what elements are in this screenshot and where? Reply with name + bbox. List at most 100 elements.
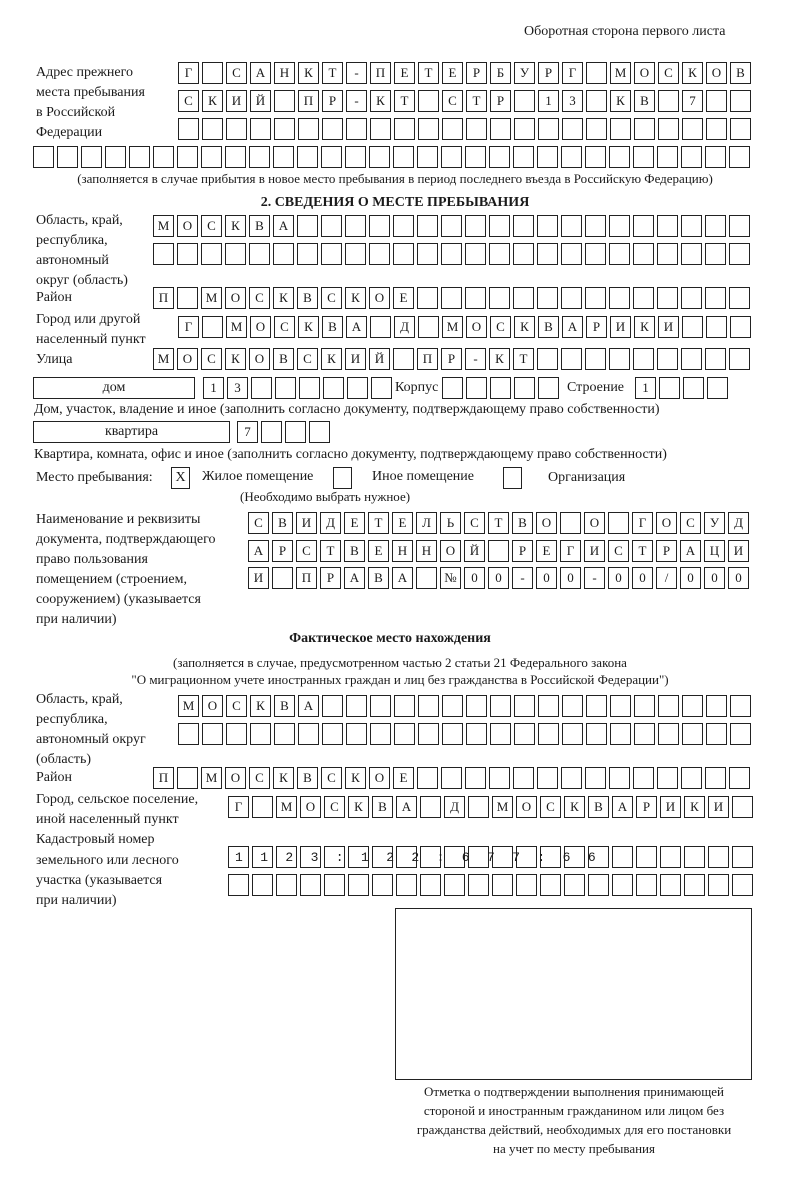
char-cell[interactable] [465, 767, 486, 789]
char-cell[interactable]: 0 [632, 567, 653, 589]
char-cell[interactable]: В [272, 512, 293, 534]
char-cell[interactable] [225, 146, 246, 168]
char-cell[interactable] [418, 90, 439, 112]
char-cell[interactable]: В [372, 796, 393, 818]
char-cell[interactable] [466, 695, 487, 717]
organization-checkbox[interactable] [503, 467, 522, 489]
char-cell[interactable]: К [634, 316, 655, 338]
char-cell[interactable] [729, 287, 750, 309]
char-cell[interactable] [610, 695, 631, 717]
char-cell[interactable] [442, 723, 463, 745]
char-cell[interactable]: 0 [680, 567, 701, 589]
char-cell[interactable] [488, 540, 509, 562]
char-cell[interactable]: 1 [635, 377, 656, 399]
char-cell[interactable] [609, 243, 630, 265]
char-cell[interactable] [658, 723, 679, 745]
char-cell[interactable] [489, 287, 510, 309]
house-type-field[interactable]: дом [33, 377, 195, 399]
char-cell[interactable] [657, 287, 678, 309]
char-cell[interactable] [201, 146, 222, 168]
char-cell[interactable]: Р [441, 348, 462, 370]
char-cell[interactable] [297, 146, 318, 168]
char-cell[interactable]: С [226, 695, 247, 717]
char-cell[interactable]: И [296, 512, 317, 534]
char-cell[interactable] [298, 118, 319, 140]
char-cell[interactable] [538, 377, 559, 399]
char-cell[interactable]: Т [466, 90, 487, 112]
char-cell[interactable] [682, 723, 703, 745]
char-cell[interactable] [659, 377, 680, 399]
char-cell[interactable]: Р [636, 796, 657, 818]
char-cell[interactable] [228, 846, 249, 868]
char-cell[interactable] [490, 723, 511, 745]
char-cell[interactable]: К [564, 796, 585, 818]
char-cell[interactable] [324, 846, 345, 868]
char-cell[interactable]: С [201, 348, 222, 370]
char-cell[interactable] [513, 243, 534, 265]
char-cell[interactable] [202, 118, 223, 140]
char-cell[interactable] [418, 695, 439, 717]
char-cell[interactable]: М [492, 796, 513, 818]
char-cell[interactable] [660, 846, 681, 868]
char-cell[interactable]: А [248, 540, 269, 562]
char-cell[interactable]: Е [536, 540, 557, 562]
char-cell[interactable] [272, 567, 293, 589]
char-cell[interactable] [466, 118, 487, 140]
char-cell[interactable]: С [608, 540, 629, 562]
char-cell[interactable] [732, 796, 753, 818]
char-cell[interactable] [202, 316, 223, 338]
char-cell[interactable] [633, 287, 654, 309]
char-cell[interactable] [441, 767, 462, 789]
char-cell[interactable] [513, 767, 534, 789]
char-cell[interactable]: Д [728, 512, 749, 534]
char-cell[interactable] [153, 146, 174, 168]
char-cell[interactable] [418, 723, 439, 745]
char-cell[interactable] [324, 874, 345, 896]
char-cell[interactable] [442, 377, 463, 399]
char-cell[interactable] [610, 118, 631, 140]
char-cell[interactable] [682, 118, 703, 140]
char-cell[interactable] [633, 243, 654, 265]
char-cell[interactable] [466, 723, 487, 745]
char-cell[interactable] [228, 874, 249, 896]
char-cell[interactable]: Т [632, 540, 653, 562]
char-cell[interactable] [297, 215, 318, 237]
char-cell[interactable] [608, 512, 629, 534]
char-cell[interactable] [683, 377, 704, 399]
char-cell[interactable] [275, 377, 296, 399]
char-cell[interactable]: К [610, 90, 631, 112]
char-cell[interactable]: 0 [728, 567, 749, 589]
char-cell[interactable] [585, 243, 606, 265]
char-cell[interactable] [420, 874, 441, 896]
apartment-type-field[interactable]: квартира [33, 421, 230, 443]
char-cell[interactable]: О [516, 796, 537, 818]
char-cell[interactable]: С [297, 348, 318, 370]
char-cell[interactable] [561, 287, 582, 309]
char-cell[interactable] [564, 846, 585, 868]
char-cell[interactable] [730, 723, 751, 745]
char-cell[interactable] [681, 243, 702, 265]
char-cell[interactable] [394, 118, 415, 140]
char-cell[interactable] [177, 243, 198, 265]
char-cell[interactable]: 3 [562, 90, 583, 112]
char-cell[interactable]: 0 [488, 567, 509, 589]
char-cell[interactable] [202, 723, 223, 745]
char-cell[interactable] [730, 118, 751, 140]
char-cell[interactable]: А [680, 540, 701, 562]
char-cell[interactable]: Й [464, 540, 485, 562]
char-cell[interactable] [560, 512, 581, 534]
char-cell[interactable] [730, 90, 751, 112]
char-cell[interactable]: О [369, 287, 390, 309]
char-cell[interactable]: П [153, 767, 174, 789]
actual-region-row[interactable] [178, 723, 751, 745]
char-cell[interactable]: Д [444, 796, 465, 818]
char-cell[interactable]: К [250, 695, 271, 717]
char-cell[interactable] [537, 243, 558, 265]
char-cell[interactable]: Г [632, 512, 653, 534]
char-cell[interactable] [492, 846, 513, 868]
char-cell[interactable] [729, 146, 750, 168]
char-cell[interactable] [321, 146, 342, 168]
char-cell[interactable]: Е [394, 62, 415, 84]
char-cell[interactable] [609, 767, 630, 789]
